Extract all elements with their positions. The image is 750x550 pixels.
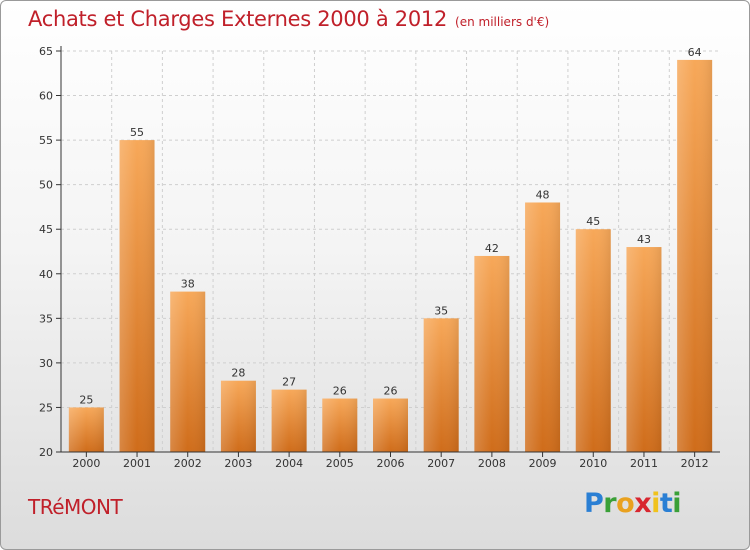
- data-label-2000: 25: [79, 393, 93, 406]
- data-label-2006: 26: [384, 385, 398, 398]
- y-tick-label: 25: [39, 401, 53, 414]
- x-tick-label-2009: 2009: [529, 457, 557, 470]
- chart-title-text: Achats et Charges Externes 2000 à 2012: [28, 7, 448, 31]
- bar-shine: [68, 407, 104, 452]
- data-label-2011: 43: [637, 233, 651, 246]
- y-tick-label: 55: [39, 134, 53, 147]
- bar-shine: [626, 247, 662, 452]
- bar-shine: [575, 229, 611, 452]
- x-tick-label-2010: 2010: [579, 457, 607, 470]
- data-label-2008: 42: [485, 242, 499, 255]
- proxiti-logo: Proxiti: [584, 488, 682, 519]
- y-tick-label: 50: [39, 179, 53, 192]
- y-tick-label: 60: [39, 90, 53, 103]
- x-tick-label-2001: 2001: [123, 457, 151, 470]
- data-label-2001: 55: [130, 126, 144, 139]
- data-label-2004: 27: [282, 376, 296, 389]
- place-name: TRéMONT: [28, 495, 123, 519]
- bar-shine: [322, 398, 358, 452]
- data-label-2003: 28: [231, 367, 245, 380]
- x-tick-label-2003: 2003: [224, 457, 252, 470]
- x-tick-label-2000: 2000: [72, 457, 100, 470]
- bar-shine: [271, 389, 307, 452]
- data-label-2012: 64: [688, 46, 702, 59]
- bar-shine: [525, 202, 561, 452]
- x-tick-label-2007: 2007: [427, 457, 455, 470]
- data-label-2009: 48: [536, 188, 550, 201]
- bar-shine: [474, 255, 510, 452]
- y-tick-label: 30: [39, 357, 53, 370]
- x-tick-label-2012: 2012: [681, 457, 709, 470]
- bar-shine: [373, 398, 408, 452]
- x-tick-label-2006: 2006: [377, 457, 405, 470]
- y-tick-label: 45: [39, 223, 53, 236]
- bar-shine: [119, 140, 155, 452]
- x-tick-label-2008: 2008: [478, 457, 506, 470]
- bars-layer: 25 55 38 28 27 26 26 35 42 48 45 43 64: [68, 46, 713, 453]
- chart-subtitle: (en milliers d'€): [455, 15, 550, 29]
- data-label-2005: 26: [333, 385, 347, 398]
- x-tick-label-2002: 2002: [174, 457, 202, 470]
- chart-title: Achats et Charges Externes 2000 à 2012 (e…: [28, 7, 549, 31]
- y-tick-label: 65: [39, 45, 53, 58]
- data-label-2002: 38: [181, 278, 195, 291]
- y-tick-label: 35: [39, 312, 53, 325]
- y-tick-label: 20: [39, 446, 53, 459]
- data-label-2007: 35: [434, 304, 448, 317]
- bar-shine: [423, 318, 459, 452]
- x-tick-label-2004: 2004: [275, 457, 303, 470]
- data-label-2010: 45: [586, 215, 600, 228]
- bar-shine: [677, 59, 713, 453]
- y-tick-label: 40: [39, 268, 53, 281]
- axis-layer: 20 25 30 35 40 45 50 55 60 65 2000 2001 2002 2003 2004…: [39, 45, 720, 470]
- bar-shine: [220, 380, 256, 452]
- x-tick-label-2005: 2005: [326, 457, 354, 470]
- bar-shine: [170, 291, 206, 452]
- x-tick-label-2011: 2011: [630, 457, 658, 470]
